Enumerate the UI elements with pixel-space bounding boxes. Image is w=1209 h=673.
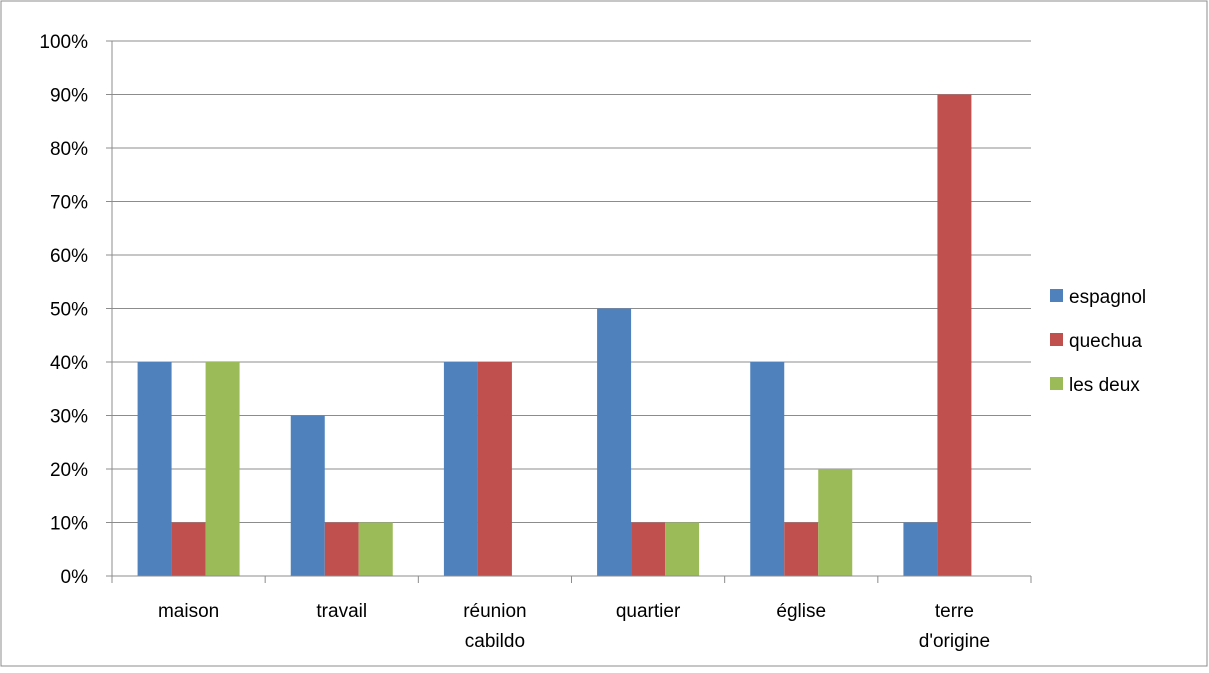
bar-espagnol — [597, 308, 632, 576]
bar-espagnol — [750, 362, 785, 576]
bar-les-deux — [665, 522, 700, 576]
y-tick-label: 0% — [61, 567, 89, 588]
x-tick-label: terre — [935, 601, 974, 622]
bar-les-deux — [358, 522, 393, 576]
y-tick-label: 20% — [50, 460, 88, 481]
x-tick-label: quartier — [616, 601, 681, 622]
y-tick-label: 90% — [50, 86, 88, 107]
legend-label: les deux — [1069, 375, 1140, 396]
bars — [137, 94, 972, 576]
y-tick-label: 80% — [50, 139, 88, 160]
y-tick-label: 60% — [50, 246, 88, 267]
x-tick-label: église — [776, 601, 826, 622]
bar-quechua — [631, 522, 666, 576]
legend-swatch — [1050, 333, 1063, 346]
bar-les-deux — [818, 469, 853, 576]
bar-quechua — [477, 362, 512, 576]
x-tick-label: maison — [158, 601, 219, 622]
x-tick-label: d'origine — [919, 631, 990, 652]
bar-espagnol — [137, 362, 172, 576]
gridlines — [112, 40, 1031, 523]
bar-quechua — [937, 94, 972, 576]
legend-swatch — [1050, 289, 1063, 302]
legend: espagnol quechua les deux — [1050, 287, 1146, 396]
bar-espagnol — [290, 415, 325, 576]
bar-espagnol — [443, 362, 478, 576]
bar-les-deux — [205, 362, 240, 576]
legend-swatch — [1050, 377, 1063, 390]
y-tick-label: 40% — [50, 353, 88, 374]
bar-quechua — [171, 522, 206, 576]
axes: 0% 10% 20% 30% 40% 50% 60% 70% 80% 90% 100% maison t… — [39, 32, 1032, 652]
x-tick-label: travail — [316, 601, 367, 622]
legend-label: espagnol — [1069, 287, 1146, 308]
x-tick-label: réunion — [463, 601, 526, 622]
y-tick-label: 30% — [50, 407, 88, 428]
x-tick-label: cabildo — [465, 631, 525, 652]
y-tick-label: 70% — [50, 193, 88, 214]
bar-quechua — [784, 522, 819, 576]
y-tick-label: 10% — [50, 514, 88, 535]
bar-quechua — [324, 522, 359, 576]
y-tick-label: 50% — [50, 300, 88, 321]
y-tick-label: 100% — [39, 32, 88, 53]
bar-espagnol — [903, 522, 938, 576]
legend-label: quechua — [1069, 331, 1142, 352]
